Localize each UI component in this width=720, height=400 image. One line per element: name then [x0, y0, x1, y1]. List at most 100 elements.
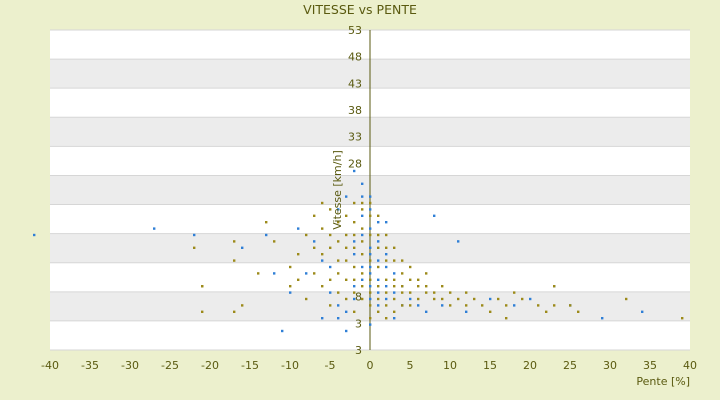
data-point-series-2	[449, 291, 452, 294]
data-point-series-1	[489, 297, 492, 301]
x-tick-label: 20	[523, 359, 537, 372]
y-tick-label: 3	[355, 317, 362, 330]
data-point-series-2	[393, 259, 396, 262]
data-point-series-2	[321, 285, 324, 288]
data-point-series-1	[361, 214, 364, 217]
data-point-series-2	[337, 272, 340, 275]
data-point-series-2	[329, 304, 332, 307]
data-point-series-2	[521, 297, 524, 301]
data-point-series-2	[425, 285, 428, 288]
data-point-series-2	[385, 304, 388, 307]
data-point-series-2	[401, 291, 404, 294]
data-point-series-2	[353, 265, 356, 269]
data-point-series-2	[353, 201, 356, 205]
data-point-series-2	[345, 214, 348, 217]
data-point-series-1	[369, 323, 372, 326]
data-point-series-1	[377, 304, 380, 307]
y-tick-label: 43	[348, 77, 362, 90]
data-point-series-1	[369, 195, 372, 198]
data-point-series-2	[393, 297, 396, 301]
data-point-series-1	[337, 317, 340, 320]
data-point-series-2	[385, 246, 388, 249]
data-point-series-1	[361, 233, 364, 237]
data-point-series-2	[545, 310, 548, 313]
data-point-series-2	[361, 201, 364, 205]
data-point-series-1	[329, 291, 332, 294]
data-point-series-1	[409, 297, 412, 301]
data-point-series-2	[433, 297, 436, 301]
data-point-series-2	[321, 201, 324, 205]
x-tick-label: -15	[241, 359, 259, 372]
data-point-series-1	[457, 240, 460, 243]
data-point-series-1	[281, 329, 284, 333]
data-point-series-2	[353, 233, 356, 237]
data-point-series-2	[329, 233, 332, 237]
data-point-series-1	[241, 246, 244, 249]
data-point-series-1	[337, 208, 340, 211]
data-point-series-1	[369, 265, 372, 269]
data-point-series-2	[417, 285, 420, 288]
y-tick-label: 28	[348, 157, 362, 170]
data-point-series-2	[313, 214, 316, 217]
data-point-series-2	[385, 259, 388, 262]
y-tick-label: 33	[348, 131, 362, 144]
data-point-series-2	[465, 291, 468, 294]
data-point-series-2	[409, 265, 412, 269]
data-point-series-1	[377, 291, 380, 294]
data-point-series-1	[313, 240, 316, 243]
data-point-series-2	[361, 227, 364, 230]
data-point-series-2	[481, 304, 484, 307]
x-tick-label: 40	[683, 359, 697, 372]
data-point-series-1	[321, 317, 324, 320]
data-point-series-1	[369, 297, 372, 301]
data-point-series-1	[353, 240, 356, 243]
data-point-series-2	[233, 310, 236, 313]
data-point-series-1	[345, 329, 348, 333]
x-tick-label: -25	[161, 359, 179, 372]
data-point-series-2	[369, 214, 372, 217]
data-point-series-1	[297, 227, 300, 230]
chart-title: VITESSE vs PENTE	[303, 2, 417, 17]
x-tick-label: -40	[41, 359, 59, 372]
data-point-series-2	[401, 285, 404, 288]
y-tick-label: 8	[355, 291, 362, 304]
data-point-series-1	[601, 317, 604, 320]
data-point-series-2	[361, 240, 364, 243]
data-point-series-2	[345, 259, 348, 262]
data-point-series-2	[377, 310, 380, 313]
data-point-series-1	[433, 214, 436, 217]
data-point-series-1	[465, 310, 468, 313]
data-point-series-1	[641, 310, 644, 313]
data-point-series-2	[313, 246, 316, 249]
data-point-series-2	[361, 253, 364, 256]
data-point-series-1	[345, 310, 348, 313]
data-point-series-2	[393, 278, 396, 281]
data-point-series-2	[385, 317, 388, 320]
data-point-series-1	[377, 278, 380, 281]
data-point-series-2	[577, 310, 580, 313]
data-point-series-2	[489, 310, 492, 313]
data-point-series-2	[369, 317, 372, 320]
data-point-series-2	[345, 297, 348, 301]
data-point-series-2	[361, 208, 364, 211]
data-point-series-1	[345, 195, 348, 198]
x-tick-label: -5	[325, 359, 336, 372]
data-point-series-1	[305, 272, 308, 275]
data-point-series-2	[409, 278, 412, 281]
data-point-series-1	[377, 240, 380, 243]
data-point-series-2	[369, 259, 372, 262]
x-tick-label: -35	[81, 359, 99, 372]
data-point-series-2	[345, 278, 348, 281]
data-point-series-1	[193, 233, 196, 237]
data-point-series-1	[385, 265, 388, 269]
data-point-series-2	[433, 291, 436, 294]
data-point-series-2	[409, 291, 412, 294]
data-point-series-1	[369, 253, 372, 256]
data-point-series-2	[441, 285, 444, 288]
data-point-series-2	[505, 304, 508, 307]
data-point-series-2	[513, 291, 516, 294]
data-point-series-2	[337, 291, 340, 294]
data-point-series-2	[233, 259, 236, 262]
data-point-series-1	[153, 227, 156, 230]
data-point-series-1	[289, 291, 292, 294]
